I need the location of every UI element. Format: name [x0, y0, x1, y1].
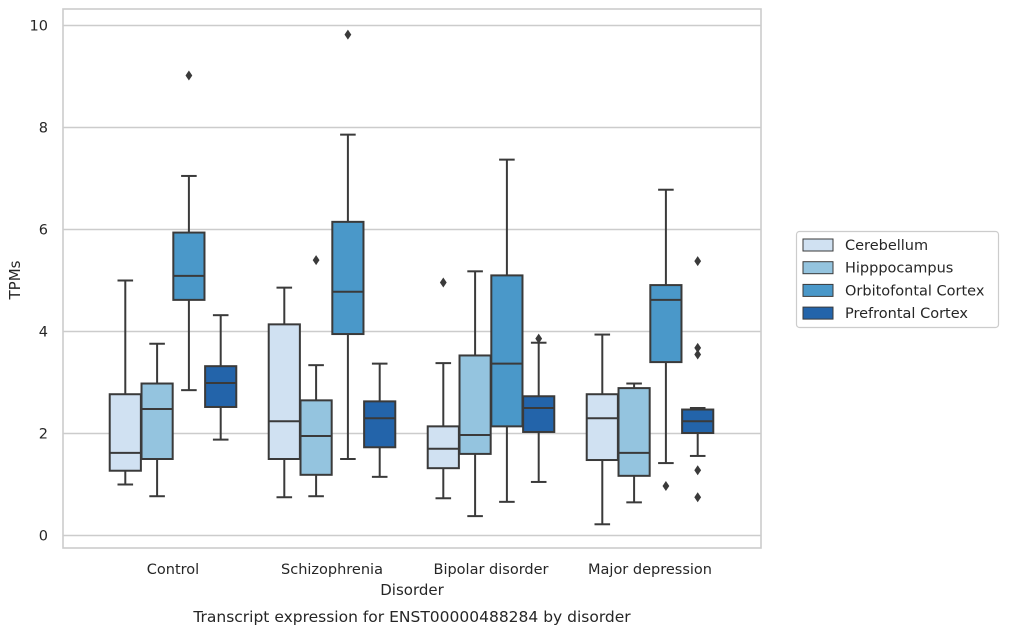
outlier-point [439, 277, 447, 288]
legend-label: Hipppocampus [845, 261, 953, 277]
box-group [681, 256, 715, 503]
y-tick-labels: 0 2 4 6 8 10 [30, 19, 48, 545]
boxes [108, 29, 715, 526]
legend-swatch [802, 261, 834, 275]
y-axis-label: TPMs [6, 260, 24, 300]
box [172, 231, 206, 301]
box [649, 284, 683, 364]
legend-label: Prefrontal Cortex [845, 306, 968, 322]
box-group [299, 255, 333, 498]
box [363, 400, 397, 449]
outlier-point [694, 465, 702, 476]
x-tick-labels: Control Schizophrenia Bipolar disorder Majo… [147, 562, 712, 578]
box-group [585, 333, 619, 526]
y-tick-label: 6 [39, 223, 48, 239]
box-group [331, 29, 365, 460]
y-tick-label: 10 [30, 19, 48, 35]
outlier-point [344, 29, 352, 40]
outlier-point [185, 70, 193, 81]
legend-frame [795, 230, 1000, 329]
legend-label: Orbitofontal Cortex [845, 283, 985, 299]
box [267, 323, 301, 460]
box-group [363, 362, 397, 478]
y-tick-label: 8 [39, 121, 48, 137]
y-tick-label: 0 [39, 529, 48, 545]
legend-label: Cerebellum [845, 238, 928, 254]
x-tick-label: Schizophrenia [281, 562, 383, 578]
box [522, 395, 556, 433]
box-group [267, 286, 301, 499]
box-group [204, 314, 238, 441]
outlier-point [312, 255, 320, 266]
outlier-point [535, 333, 543, 344]
box-group [172, 70, 206, 392]
box-group [617, 382, 651, 504]
box-group [458, 270, 492, 518]
box-group [140, 342, 174, 498]
plot-frame [62, 8, 762, 549]
x-tick-label: Control [147, 562, 199, 578]
legend-swatch [802, 238, 834, 252]
legend-swatch [802, 306, 834, 320]
box [204, 365, 238, 408]
legend-swatch [802, 283, 834, 297]
box-group [649, 188, 683, 492]
y-tick-label: 2 [39, 427, 48, 443]
outlier-point [662, 481, 670, 492]
outlier-point [694, 342, 702, 353]
box [299, 399, 333, 476]
box-group [426, 277, 460, 500]
outlier-point [694, 349, 702, 360]
outlier-point [694, 492, 702, 503]
box [458, 354, 492, 455]
x-tick-label: Major depression [588, 562, 712, 578]
outlier-point [694, 256, 702, 267]
box-group [490, 158, 524, 503]
box-group [522, 333, 556, 483]
x-tick-label: Bipolar disorder [434, 562, 549, 578]
gridlines [63, 24, 761, 537]
box [585, 393, 619, 462]
box [108, 393, 142, 472]
box-group [108, 279, 142, 486]
box [331, 220, 365, 336]
x-axis-label: Disorder [380, 581, 444, 599]
box [426, 425, 460, 470]
box [617, 387, 651, 477]
y-tick-label: 4 [39, 325, 48, 341]
chart-caption: Transcript expression for ENST0000048828… [192, 608, 631, 626]
box [490, 274, 524, 428]
box [140, 382, 174, 460]
legend: Cerebellum Hipppocampus Orbitofontal Corte… [795, 230, 1000, 329]
